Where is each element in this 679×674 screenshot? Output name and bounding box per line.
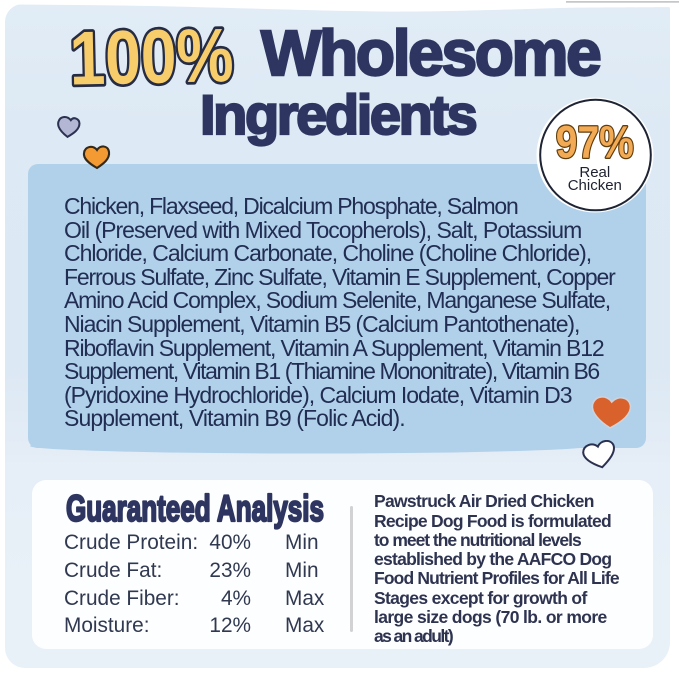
svg-text:Guaranteed Analysis: Guaranteed Analysis [66, 487, 324, 529]
svg-text:Chicken: Chicken [568, 177, 622, 194]
svg-text:Real: Real [579, 164, 610, 181]
svg-text:97%: 97% [556, 116, 634, 167]
svg-text:100%: 100% [69, 13, 235, 100]
